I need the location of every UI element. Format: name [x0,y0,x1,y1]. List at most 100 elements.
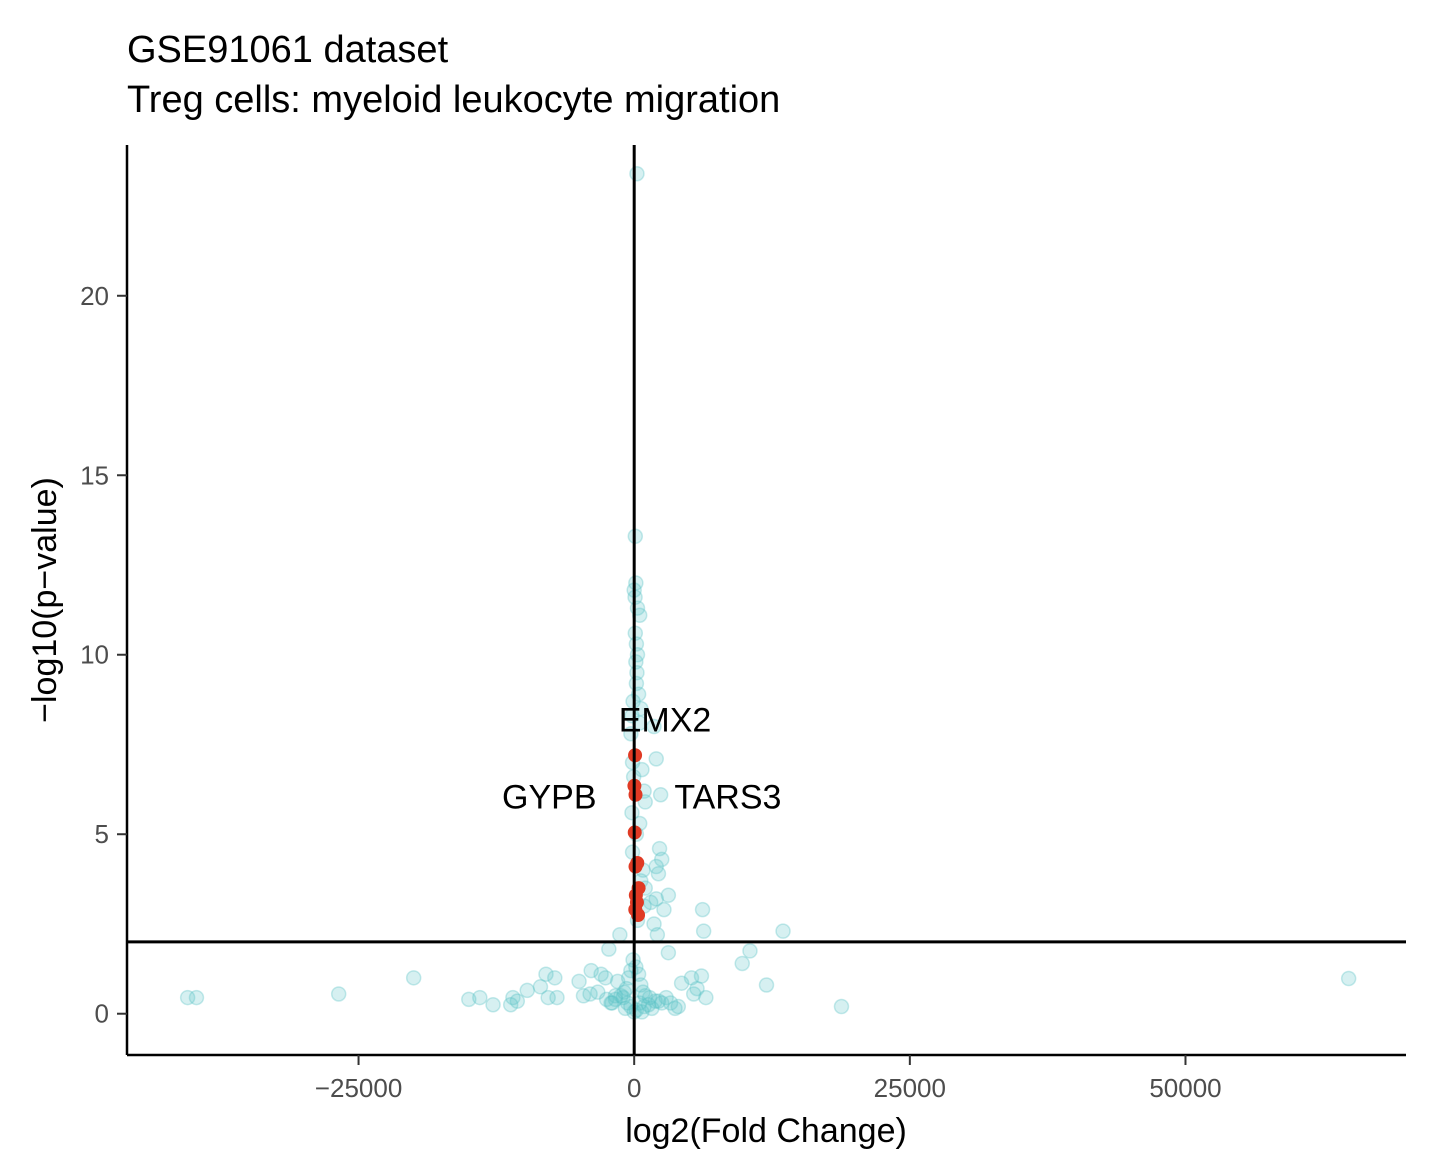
data-point [532,979,549,995]
data-point [405,970,422,986]
data-point [694,901,711,918]
y-tick-label: 0 [95,999,109,1029]
data-point [646,916,662,932]
data-point [593,966,609,982]
data-point [607,991,624,1008]
data-point [461,991,477,1008]
data-point [330,986,347,1002]
data-point [601,941,617,957]
data-point [637,794,653,810]
data-point [571,973,587,990]
data-point [742,943,758,959]
data-point [609,973,626,990]
data-point [485,996,501,1013]
data-point [662,995,679,1011]
data-point [575,988,592,1004]
x-axis-title: log2(Fold Change) [625,1112,907,1150]
data-point [648,858,664,875]
data-point [502,996,519,1013]
data-point [604,995,620,1011]
data-point [472,989,488,1006]
data-point [598,991,615,1008]
x-tick-label: 0 [627,1073,641,1103]
data-point [613,988,629,1004]
x-tick-label: 50000 [1149,1073,1221,1103]
data-point [683,970,700,986]
chart-title: GSE91061 dataset [127,29,449,71]
data-point [685,986,702,1002]
axes: −25000 0 25000 50000 0 5 10 15 20 [80,145,1406,1103]
data-point [833,998,850,1015]
chart-subtitle: Treg cells: myeloid leukocyte migration [127,79,780,121]
data-point [698,989,714,1006]
y-tick-label: 5 [95,819,109,849]
data-point [540,989,556,1006]
data-point [505,989,521,1006]
data-point [667,1000,683,1017]
data-point [538,966,554,982]
data-point [607,988,624,1004]
data-point [636,998,652,1015]
data-point [648,751,664,767]
data-point [673,975,690,991]
gene-annotations: EMX2 GYPB TARS3 [502,701,781,816]
data-point [635,984,651,1000]
data-point [758,977,775,993]
data-point [689,980,705,997]
data-point [615,989,631,1006]
data-point [597,970,614,986]
data-point [647,993,663,1009]
data-point [637,988,653,1004]
data-point [775,923,791,939]
data-point [650,865,667,882]
data-point [640,996,657,1013]
data-point [695,923,712,939]
data-point [612,926,628,943]
reference-lines [127,145,1406,1055]
data-point [651,840,668,857]
data-point [652,786,669,803]
data-point [670,998,687,1015]
data-point [509,993,526,1009]
gene-label: EMX2 [619,701,712,739]
data-point [634,1004,650,1020]
data-point [590,984,606,1000]
x-tick-label: 25000 [874,1073,946,1103]
data-point [660,887,677,904]
data-point [617,1000,634,1017]
data-points-layer [179,165,1357,1020]
data-point [628,654,644,670]
data-point [1340,970,1357,987]
data-point [179,989,196,1006]
data-point [648,891,664,907]
y-axis-title: −log10(p−value) [26,477,64,723]
data-point [654,995,670,1011]
data-point [583,962,599,979]
data-point [656,901,672,918]
data-point [654,851,670,868]
y-tick-label: 15 [80,460,109,490]
gene-label: TARS3 [674,779,781,817]
data-point [547,970,563,986]
data-point [646,718,662,735]
data-point [582,986,598,1002]
data-point [660,944,677,961]
x-tick-label: −25000 [315,1073,402,1103]
data-point [641,989,658,1006]
data-point [519,982,535,999]
data-point [650,993,667,1009]
y-tick-label: 10 [80,640,109,670]
data-point [734,955,750,972]
data-point [693,968,710,984]
data-point [616,984,633,1000]
data-point [658,989,674,1006]
y-tick-label: 20 [80,281,109,311]
data-point [188,989,205,1006]
gene-label: GYPB [502,779,596,817]
data-point [628,959,644,975]
data-point [603,995,619,1011]
data-point [644,1000,660,1017]
data-point [649,926,666,943]
data-point [628,575,644,591]
